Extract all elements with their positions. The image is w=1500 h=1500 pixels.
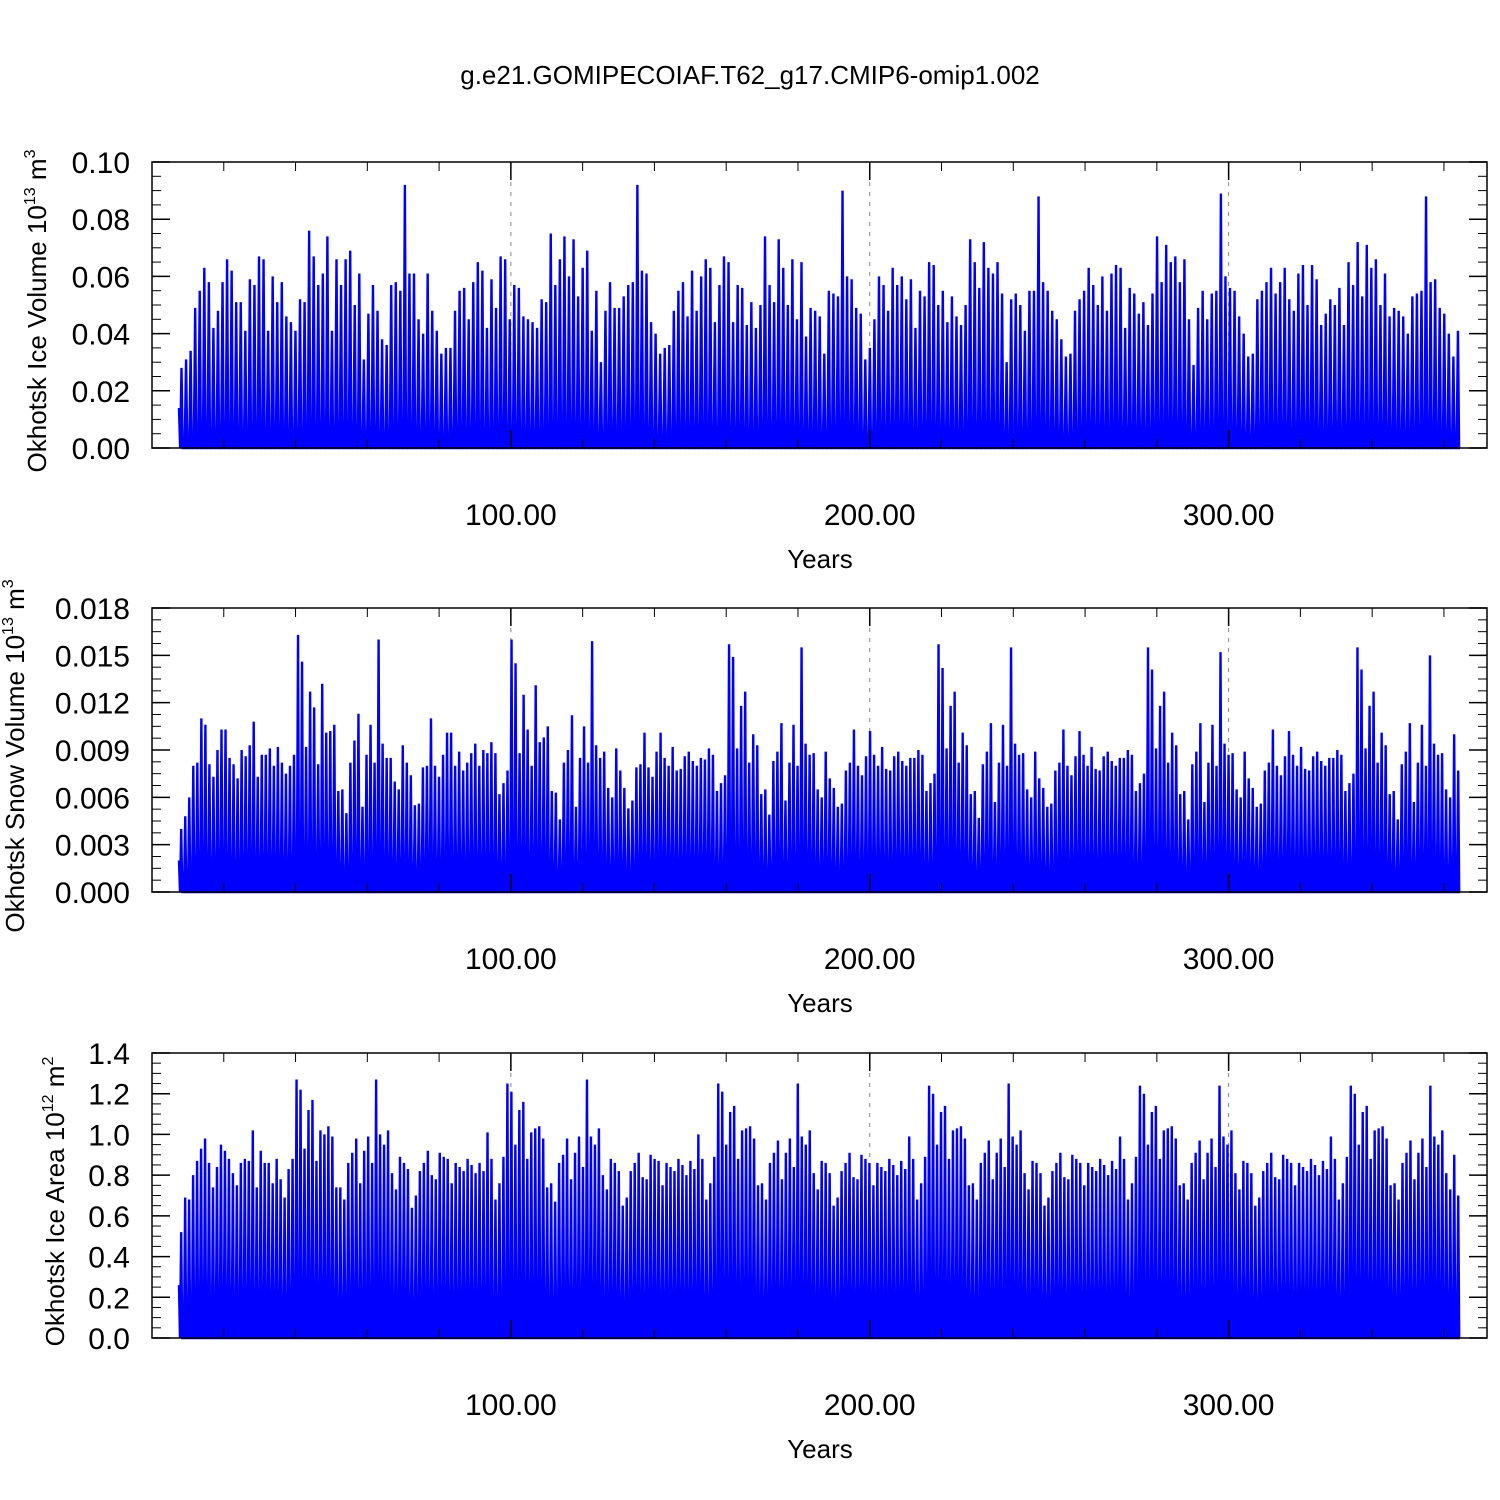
- y-tick-label: 0.012: [55, 688, 130, 721]
- y-axis-label: Okhotsk Ice Volume 1013 m3: [22, 149, 52, 472]
- panel-ice-area: 0.0 0.2 0.4 0.6 0.8 1.0 1.2 1.4 100.00 200.00 300.…: [40, 1038, 1488, 1464]
- y-tick-label: 0.00: [72, 433, 130, 466]
- x-tick-label: 300.00: [1183, 1389, 1275, 1422]
- y-tick-label: 0.018: [55, 593, 130, 626]
- x-tick-label: 200.00: [824, 1389, 916, 1422]
- y-axis-label: Okhotsk Ice Area 1012 m2: [40, 1057, 70, 1347]
- y-tick-label: 0.8: [88, 1160, 130, 1193]
- panel-ice-volume: 0.00 0.02 0.04 0.06 0.08 0.10 100.00 200.00 300.…: [22, 147, 1488, 574]
- y-tick-label: 1.2: [88, 1079, 130, 1112]
- panel-snow-volume: 0.000 0.003 0.006 0.009 0.012 0.015 0.018 100.0…: [0, 579, 1488, 1018]
- y-axis-label: Okhotsk Snow Volume 1013 m3: [0, 579, 30, 932]
- y-tick-label: 0.015: [55, 640, 130, 673]
- y-tick-label: 0.006: [55, 782, 130, 815]
- y-tick-label: 0.06: [72, 261, 130, 294]
- panels: 0.00 0.02 0.04 0.06 0.08 0.10 100.00 200.00 300.…: [0, 147, 1488, 1464]
- y-tick-label: 0.10: [72, 147, 130, 180]
- x-axis-label: Years: [787, 988, 853, 1018]
- x-tick-label: 300.00: [1183, 499, 1275, 532]
- series-fill: [179, 634, 1460, 892]
- x-tick-label: 100.00: [465, 499, 557, 532]
- y-tick-label: 0.4: [88, 1242, 130, 1275]
- y-tick-label: 0.003: [55, 830, 130, 863]
- series-fill: [179, 1079, 1460, 1338]
- x-axis-label: Years: [787, 1434, 853, 1464]
- series-fill: [179, 184, 1460, 448]
- y-tick-label: 0.6: [88, 1201, 130, 1234]
- y-tick-label: 0.009: [55, 735, 130, 768]
- y-tick-label: 0.02: [72, 376, 130, 409]
- x-axis-label: Years: [787, 544, 853, 574]
- y-tick-label: 1.0: [88, 1119, 130, 1152]
- y-tick-label: 0.08: [72, 204, 130, 237]
- y-tick-label: 0.000: [55, 877, 130, 910]
- y-tick-label: 0.04: [72, 319, 130, 352]
- x-tick-label: 300.00: [1183, 943, 1275, 976]
- y-tick-label: 0.2: [88, 1282, 130, 1315]
- figure-title: g.e21.GOMIPECOIAF.T62_g17.CMIP6-omip1.00…: [460, 60, 1040, 90]
- x-tick-label: 200.00: [824, 499, 916, 532]
- x-tick-label: 100.00: [465, 1389, 557, 1422]
- y-tick-label: 0.0: [88, 1323, 130, 1356]
- x-tick-label: 100.00: [465, 943, 557, 976]
- y-tick-label: 1.4: [88, 1038, 130, 1071]
- x-tick-label: 200.00: [824, 943, 916, 976]
